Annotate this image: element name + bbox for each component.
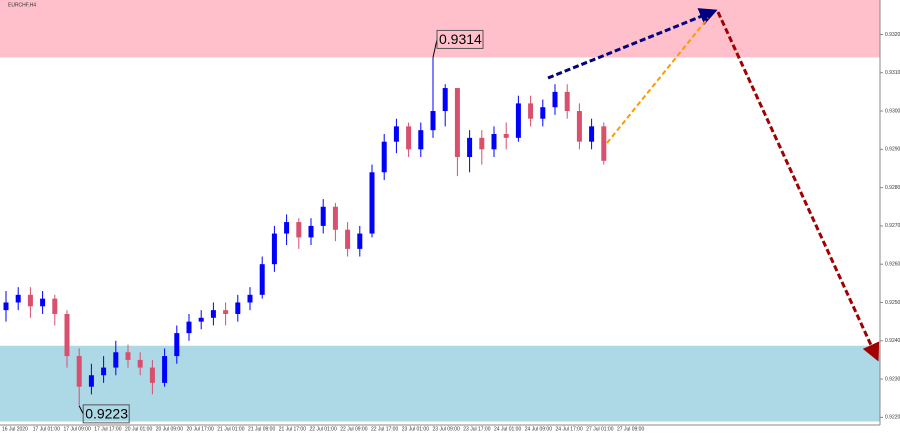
x-tick-label: 21 Jul 01:00 [217, 426, 244, 432]
y-tick-label: 0.9260 [885, 262, 900, 268]
candle-body [162, 356, 168, 383]
x-tick-label: 23 Jul 09:00 [433, 426, 460, 432]
y-tick-label: 0.9230 [885, 376, 900, 382]
x-tick-label: 17 Jul 09:00 [64, 426, 91, 432]
x-tick-label: 20 Jul 01:00 [125, 426, 152, 432]
x-tick-label: 27 Jul 09:00 [617, 426, 644, 432]
y-tick-label: 0.9320 [885, 32, 900, 38]
chart-title: EURCHF,H4 [8, 2, 36, 8]
candle-body [198, 317, 204, 322]
red-arrow [716, 11, 880, 362]
candle-body [284, 222, 290, 234]
candle-body [357, 233, 363, 249]
y-tick-label: 0.9300 [885, 108, 900, 114]
candle-body [271, 233, 277, 265]
candle-body [235, 302, 241, 314]
candle-body [76, 356, 82, 387]
candle-body [296, 222, 302, 238]
candle-body [113, 352, 119, 368]
candle-body [320, 206, 326, 226]
plot [3, 57, 607, 406]
candle-body [40, 298, 46, 307]
x-tick-label: 22 Jul 09:00 [340, 426, 367, 432]
annotation-box [436, 29, 484, 49]
candle-body [442, 88, 448, 112]
candle-body [515, 103, 521, 138]
annotation-leader [432, 39, 438, 58]
candle-body [540, 107, 546, 119]
candle-body [308, 225, 314, 238]
candle-body [503, 134, 509, 138]
x-tick-label: 16 Jul 2020 [2, 426, 28, 432]
candle-body [601, 126, 607, 161]
y-tick-label: 0.9270 [885, 223, 900, 229]
x-tick-label: 21 Jul 17:00 [279, 426, 306, 432]
candle-body [393, 126, 399, 142]
candle-body [345, 229, 351, 249]
candle-body [88, 375, 94, 387]
x-tick-label: 17 Jul 01:00 [33, 426, 60, 432]
annotation-label: 0.9314 [439, 31, 482, 47]
candle-body [27, 294, 33, 307]
candle-body [454, 88, 460, 157]
candle-body [332, 206, 338, 230]
candle-body [479, 137, 485, 150]
candle-body [564, 91, 570, 112]
candle-body [528, 103, 534, 119]
candle-body [418, 130, 424, 150]
zone [0, 345, 880, 422]
candle-body [467, 137, 473, 157]
y-tick-label: 0.9250 [885, 300, 900, 306]
candle-body [137, 359, 143, 368]
x-tick-label: 22 Jul 17:00 [371, 426, 398, 432]
x-tick-label: 22 Jul 01:00 [310, 426, 337, 432]
x-tick-label: 17 Jul 17:00 [94, 426, 121, 432]
candle-body [52, 298, 58, 314]
x-tick-label: 23 Jul 17:00 [463, 426, 490, 432]
annotation-label: 0.9223 [85, 406, 128, 422]
candle-body [174, 333, 180, 357]
zones [0, 0, 880, 422]
candle-body [3, 302, 9, 311]
candle-body [125, 352, 131, 360]
candle-body [491, 134, 497, 150]
y-tick-label: 0.9310 [885, 70, 900, 76]
candle-body [223, 310, 229, 314]
y-tick-label: 0.9280 [885, 185, 900, 191]
candle-body [576, 111, 582, 142]
forecast-arrows [547, 8, 880, 362]
x-tick-label: 24 Jul 01:00 [494, 426, 521, 432]
blue-arrow [547, 8, 718, 80]
candle-body [210, 310, 216, 318]
candle-body [369, 172, 375, 234]
candle-body [15, 294, 21, 303]
orange-arrow [606, 17, 709, 144]
candle-body [589, 126, 595, 142]
candle-body [381, 141, 387, 173]
candle-body [430, 111, 436, 131]
y-tick-label: 0.9220 [885, 415, 900, 421]
candle-body [101, 367, 107, 376]
x-tick-label: 24 Jul 17:00 [556, 426, 583, 432]
x-tick-label: 24 Jul 09:00 [525, 426, 552, 432]
y-tick-label: 0.9290 [885, 147, 900, 153]
candle-body [186, 321, 192, 334]
candle-body [259, 264, 265, 295]
x-tick-label: 23 Jul 01:00 [402, 426, 429, 432]
annotation-leader [78, 405, 84, 415]
x-tick-label: 21 Jul 09:00 [248, 426, 275, 432]
annotation-box [82, 404, 130, 424]
candle-body [149, 367, 155, 383]
y-tick-label: 0.9240 [885, 338, 900, 344]
candle-body [247, 294, 253, 303]
x-tick-label: 20 Jul 09:00 [156, 426, 183, 432]
x-tick-label: 20 Jul 17:00 [187, 426, 214, 432]
candle-body [64, 313, 70, 357]
x-tick-label: 27 Jul 01:00 [586, 426, 613, 432]
candle-body [406, 126, 412, 150]
candle-body [552, 91, 558, 108]
